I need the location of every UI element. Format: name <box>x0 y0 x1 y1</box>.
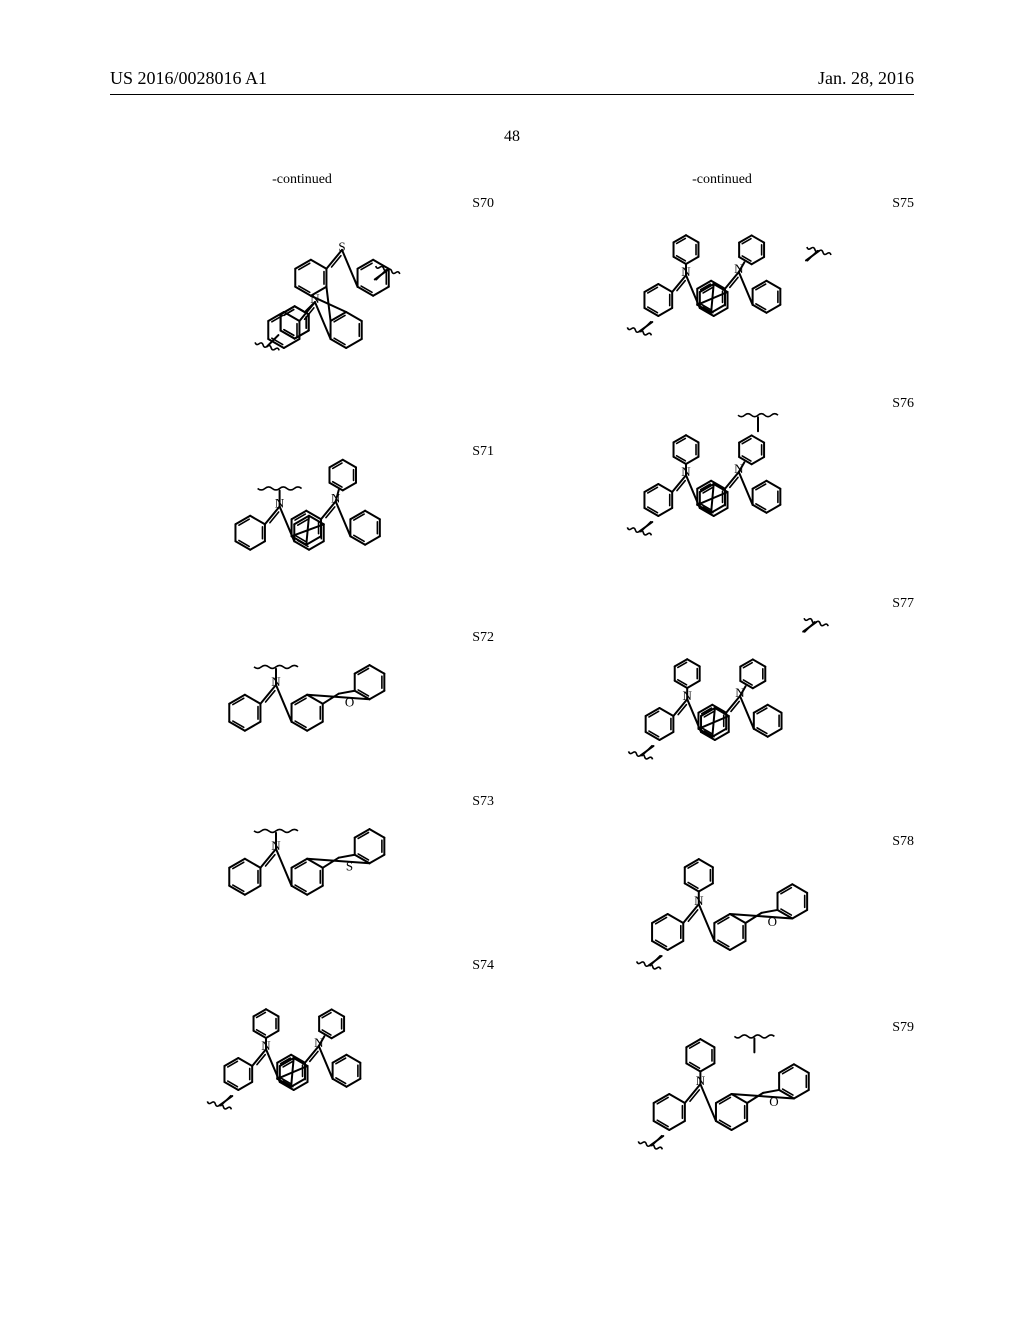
svg-text:N: N <box>734 461 744 476</box>
svg-text:O: O <box>768 914 777 929</box>
chemical-structure-svg: NO <box>577 830 867 1000</box>
continued-label-right: -continued <box>530 172 914 188</box>
structure-s73: S73 NS <box>110 790 494 954</box>
chemical-structure-svg: NS <box>172 192 432 422</box>
structure-label: S72 <box>472 630 494 646</box>
chemical-structure-svg: NN <box>152 954 452 1154</box>
structure-s74: S74 NN <box>110 954 494 1174</box>
structure-s72: S72 NO <box>110 626 494 790</box>
content-columns: -continued S70NSS71NNS72NOS73NSS74NN -co… <box>110 172 914 1280</box>
structure-s71: S71 NN <box>110 440 494 626</box>
structure-label: S74 <box>472 958 494 974</box>
chemical-structure-svg: NN <box>162 440 442 600</box>
publication-date: Jan. 28, 2016 <box>818 68 914 89</box>
structure-label: S75 <box>892 196 914 212</box>
chemical-structure-svg: NO <box>172 626 432 766</box>
page-number: 48 <box>0 128 1024 146</box>
svg-text:N: N <box>735 685 745 700</box>
chemical-structure-svg: NN <box>572 192 872 372</box>
structure-label: S77 <box>892 596 914 612</box>
svg-text:O: O <box>345 695 354 710</box>
chemical-structure-svg: NS <box>172 790 432 930</box>
structure-s77: S77 NN <box>530 592 914 830</box>
structure-s78: S78 NO <box>530 830 914 1016</box>
structure-s75: S75 NN <box>530 192 914 392</box>
structure-s79: S79 NO <box>530 1016 914 1194</box>
svg-text:O: O <box>769 1094 778 1109</box>
page-header: US 2016/0028016 A1 Jan. 28, 2016 <box>0 68 1024 89</box>
structure-label: S79 <box>892 1020 914 1036</box>
svg-text:S: S <box>346 859 353 874</box>
structure-label: S71 <box>472 444 494 460</box>
svg-text:N: N <box>734 261 744 276</box>
structure-s70: S70 NS <box>110 192 494 440</box>
header-rule <box>110 94 914 95</box>
publication-number: US 2016/0028016 A1 <box>110 68 267 89</box>
left-column: -continued S70NSS71NNS72NOS73NSS74NN <box>110 172 494 1280</box>
continued-label-left: -continued <box>110 172 494 188</box>
structure-label: S76 <box>892 396 914 412</box>
structure-label: S73 <box>472 794 494 810</box>
chemical-structure-svg: NN <box>577 592 867 812</box>
structure-label: S78 <box>892 834 914 850</box>
structure-s76: S76 NN <box>530 392 914 592</box>
right-column: -continued S75NNS76NNS77NNS78NOS79NO <box>530 172 914 1280</box>
chemical-structure-svg: NO <box>587 1016 857 1176</box>
svg-text:S: S <box>338 239 345 254</box>
structure-label: S70 <box>472 196 494 212</box>
chemical-structure-svg: NN <box>572 392 872 572</box>
svg-text:N: N <box>314 1035 324 1050</box>
